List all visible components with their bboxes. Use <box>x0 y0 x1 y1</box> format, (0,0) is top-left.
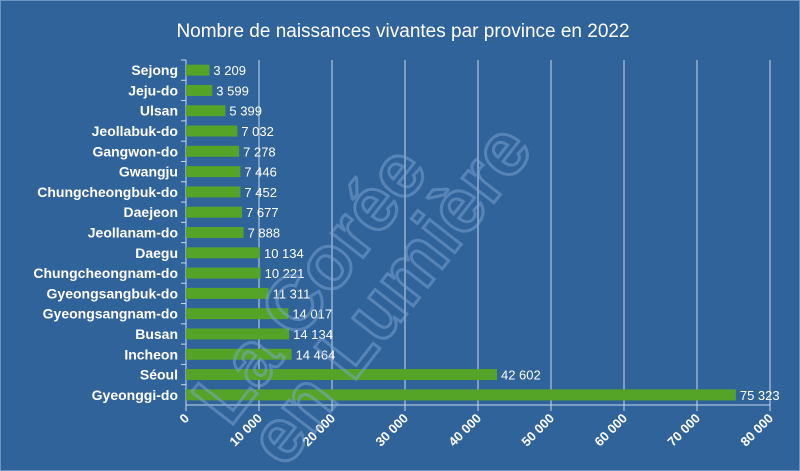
bar <box>186 267 261 279</box>
value-label: 10 221 <box>265 266 305 281</box>
bar <box>186 206 243 218</box>
category-label: Gyeongsangbuk-do <box>47 285 178 301</box>
x-tick-label: 0 <box>176 411 192 427</box>
category-label: Chungcheongbuk-do <box>37 184 178 200</box>
category-label: Séoul <box>140 367 178 383</box>
bar <box>186 348 292 360</box>
grid-lines <box>181 59 771 411</box>
bar <box>186 389 736 401</box>
value-label: 7 677 <box>246 205 279 220</box>
value-label: 7 452 <box>244 185 277 200</box>
category-label: Gangwon-do <box>92 143 178 159</box>
x-tick-label: 80 000 <box>737 411 776 450</box>
category-label: Ulsan <box>140 103 178 119</box>
value-label: 5 399 <box>229 104 262 119</box>
bar <box>186 125 238 137</box>
x-tick-label: 70 000 <box>664 411 703 450</box>
value-label: 14 017 <box>292 307 332 322</box>
value-labels: 3 209 3 599 5 399 7 032 7 278 7 446 7 452 7 677… <box>213 63 779 403</box>
x-tick-label: 40 000 <box>445 411 484 450</box>
bar <box>186 145 240 157</box>
category-label: Gwangju <box>119 164 178 180</box>
value-label: 10 134 <box>264 246 304 261</box>
category-label: Gyeonggi-do <box>92 387 178 403</box>
bar <box>186 64 210 76</box>
category-label: Incheon <box>124 346 178 362</box>
value-label: 7 888 <box>248 226 281 241</box>
bar <box>186 166 241 178</box>
bar <box>186 105 226 117</box>
category-label: Chungcheongnam-do <box>33 265 178 281</box>
value-label: 3 599 <box>216 83 249 98</box>
x-tick-label: 50 000 <box>518 411 557 450</box>
category-label: Jeollabuk-do <box>92 123 178 139</box>
value-label: 11 311 <box>273 286 311 301</box>
bar <box>186 84 213 96</box>
bar <box>186 308 289 320</box>
category-label: Jeju-do <box>128 82 178 98</box>
chart-title: Nombre de naissances vivantes par provin… <box>176 21 629 42</box>
x-tick-label: 30 000 <box>372 411 411 450</box>
value-label: 3 209 <box>213 63 246 78</box>
value-label: 14 134 <box>293 327 333 342</box>
bar <box>186 186 241 198</box>
bar <box>186 287 269 299</box>
category-label: Jeollanam-do <box>88 225 178 241</box>
category-labels: Sejong Jeju-do Ulsan Jeollabuk-do Gangwon-do… <box>33 62 178 403</box>
bars <box>186 64 736 401</box>
category-label: Daejeon <box>124 204 178 220</box>
bar <box>186 369 497 381</box>
value-label: 7 446 <box>244 165 277 180</box>
value-label: 75 323 <box>740 388 780 403</box>
x-tick-label: 60 000 <box>591 411 630 450</box>
bar <box>186 247 260 259</box>
value-label: 7 278 <box>243 144 276 159</box>
bar <box>186 227 244 238</box>
category-label: Busan <box>135 326 178 342</box>
category-label: Gyeongsangnam-do <box>43 306 178 322</box>
category-label: Daegu <box>135 245 178 261</box>
category-label: Sejong <box>131 62 178 78</box>
value-label: 14 464 <box>296 347 336 362</box>
value-label: 42 602 <box>501 368 541 383</box>
bar <box>186 328 290 340</box>
value-label: 7 032 <box>241 124 274 139</box>
